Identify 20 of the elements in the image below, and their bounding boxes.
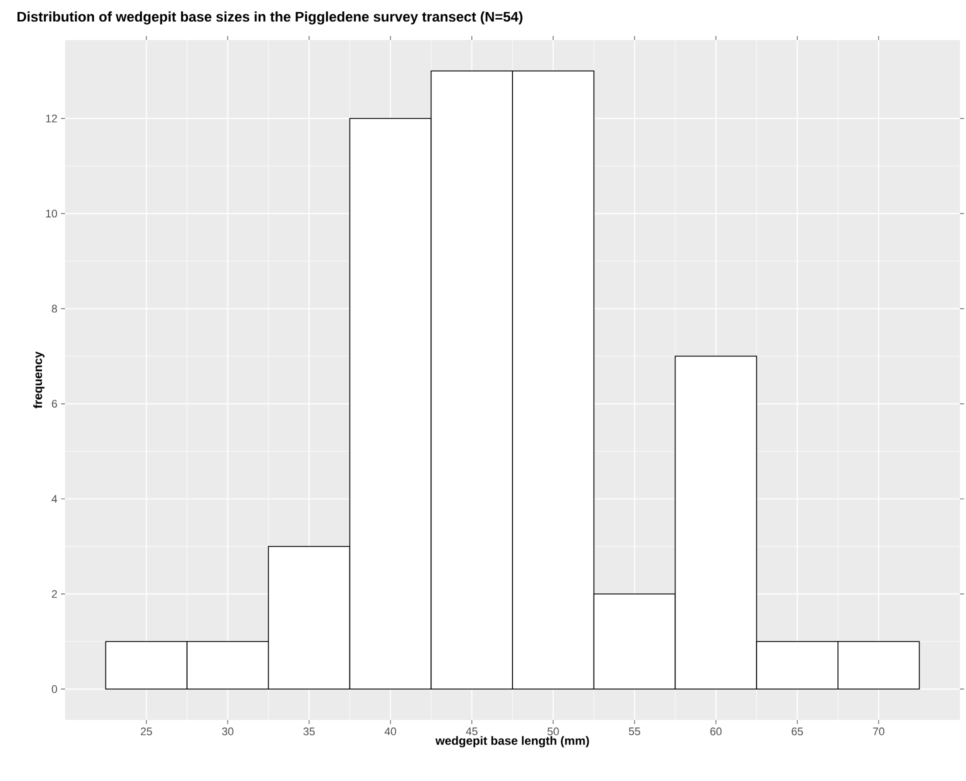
y-tick-label: 4 <box>52 495 58 503</box>
y-axis-title: frequency <box>33 352 44 408</box>
x-tick-label: 60 <box>710 728 722 736</box>
x-tick-label: 45 <box>466 728 478 736</box>
x-tick-label: 35 <box>303 728 315 736</box>
y-tick-label: 8 <box>52 304 57 313</box>
x-tick-label: 25 <box>140 728 152 736</box>
y-tick-label: 12 <box>46 114 57 122</box>
y-tick-label: 2 <box>52 590 57 598</box>
y-tick-label: 0 <box>52 685 58 693</box>
x-tick-label: 50 <box>548 728 559 736</box>
x-axis-title: wedgepit base length (mm) <box>435 736 589 748</box>
x-tick-label: 30 <box>222 728 234 736</box>
chart-title: Distribution of wedgepit base sizes in the Piggledene survey transect (N=54) <box>18 11 522 24</box>
x-tick-label: 40 <box>384 728 396 736</box>
x-tick-label: 70 <box>873 728 884 736</box>
x-tick-label: 55 <box>628 728 640 736</box>
y-tick-label: 10 <box>46 210 58 218</box>
x-tick-label: 65 <box>792 728 803 736</box>
y-tick-label: 6 <box>52 400 57 408</box>
